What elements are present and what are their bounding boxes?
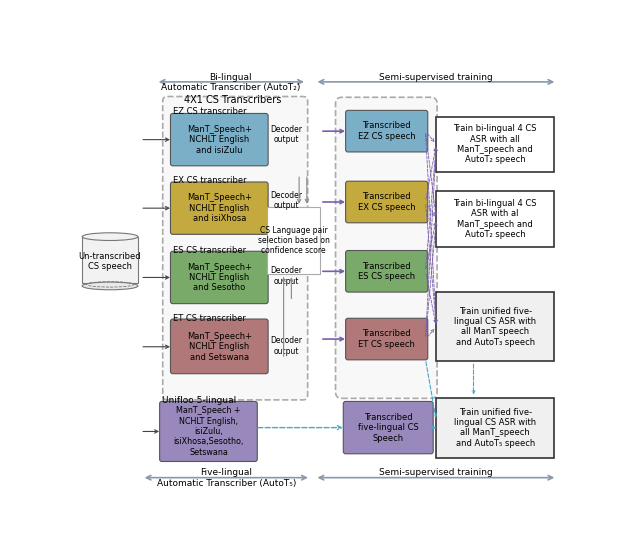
FancyBboxPatch shape (346, 318, 428, 360)
Text: ManT_Speech+
NCHLT English
and isiXhosa: ManT_Speech+ NCHLT English and isiXhosa (187, 193, 252, 223)
Text: Transcribed
EZ CS speech: Transcribed EZ CS speech (358, 121, 416, 141)
Text: Transcribed
ES CS speech: Transcribed ES CS speech (358, 261, 415, 281)
Text: ManT_Speech+
NCHLT English
and Sesotho: ManT_Speech+ NCHLT English and Sesotho (187, 263, 252, 293)
FancyBboxPatch shape (170, 114, 268, 166)
FancyBboxPatch shape (336, 98, 437, 398)
FancyBboxPatch shape (343, 402, 433, 454)
Text: ManT_Speech +
NCHLT English,
isiZulu,
isiXhosa,Sesotho,
Setswana: ManT_Speech + NCHLT English, isiZulu, is… (173, 406, 244, 456)
FancyBboxPatch shape (346, 250, 428, 292)
Text: Decoder
output: Decoder output (270, 191, 302, 210)
FancyBboxPatch shape (346, 181, 428, 223)
Bar (436, 292, 554, 361)
FancyBboxPatch shape (163, 96, 307, 400)
Text: ES CS transcriber: ES CS transcriber (173, 246, 246, 255)
Bar (436, 191, 554, 247)
Text: Train bi-lingual 4 CS
ASR with all
ManT_speech and
AutoT₂ speech: Train bi-lingual 4 CS ASR with all ManT_… (453, 124, 537, 165)
FancyBboxPatch shape (170, 252, 268, 304)
Text: Train bi-lingual 4 CS
ASR with al
ManT_speech and
AutoT₂ speech: Train bi-lingual 4 CS ASR with al ManT_s… (453, 199, 537, 239)
Text: 4X1 CS Transcribers: 4X1 CS Transcribers (183, 95, 281, 105)
Text: Five-lingual
Automatic Transcriber (AutoT₅): Five-lingual Automatic Transcriber (Auto… (156, 469, 296, 488)
Text: Transcribed
EX CS speech: Transcribed EX CS speech (358, 192, 416, 212)
Ellipse shape (82, 233, 138, 240)
Bar (436, 116, 554, 172)
Text: EZ CS transcriber: EZ CS transcriber (173, 107, 247, 116)
Text: Decoder
output: Decoder output (270, 266, 302, 286)
Text: Transcribed
ET CS speech: Transcribed ET CS speech (358, 330, 415, 349)
Bar (267, 207, 320, 274)
Text: ManT_Speech+
NCHLT English
and Setswana: ManT_Speech+ NCHLT English and Setswana (187, 332, 252, 362)
Text: Unifloo 5-lingual: Unifloo 5-lingual (162, 396, 236, 405)
Text: Train unified five-
lingual CS ASR with
all ManT_speech
and AutoT₅ speech: Train unified five- lingual CS ASR with … (454, 408, 536, 448)
Text: Bi-lingual
Automatic Transcriber (AutoT₂): Bi-lingual Automatic Transcriber (AutoT₂… (162, 73, 300, 92)
FancyBboxPatch shape (346, 110, 428, 152)
FancyBboxPatch shape (160, 402, 257, 461)
Bar (82, 237, 138, 283)
Ellipse shape (82, 282, 138, 290)
Text: Transcribed
five-lingual CS
Speech: Transcribed five-lingual CS Speech (358, 413, 419, 443)
Text: Decoder
output: Decoder output (270, 125, 302, 144)
Text: Semi-supervised training: Semi-supervised training (379, 469, 493, 478)
Text: Semi-supervised training: Semi-supervised training (379, 73, 493, 81)
Text: Un-transcribed
CS speech: Un-transcribed CS speech (79, 252, 141, 271)
Text: ET CS transcriber: ET CS transcriber (173, 314, 245, 322)
Text: ManT_Speech+
NCHLT English
and isiZulu: ManT_Speech+ NCHLT English and isiZulu (187, 125, 252, 155)
Text: Decoder
output: Decoder output (270, 336, 302, 356)
Text: Train unified five-
lingual CS ASR with
all ManT speech
and AutoT₃ speech: Train unified five- lingual CS ASR with … (454, 307, 536, 347)
Text: CS Language pair
selection based on
confidence score: CS Language pair selection based on conf… (258, 225, 330, 255)
FancyBboxPatch shape (170, 319, 268, 374)
FancyBboxPatch shape (170, 182, 268, 234)
Text: EX CS transcriber: EX CS transcriber (173, 176, 247, 185)
Bar (436, 398, 554, 458)
